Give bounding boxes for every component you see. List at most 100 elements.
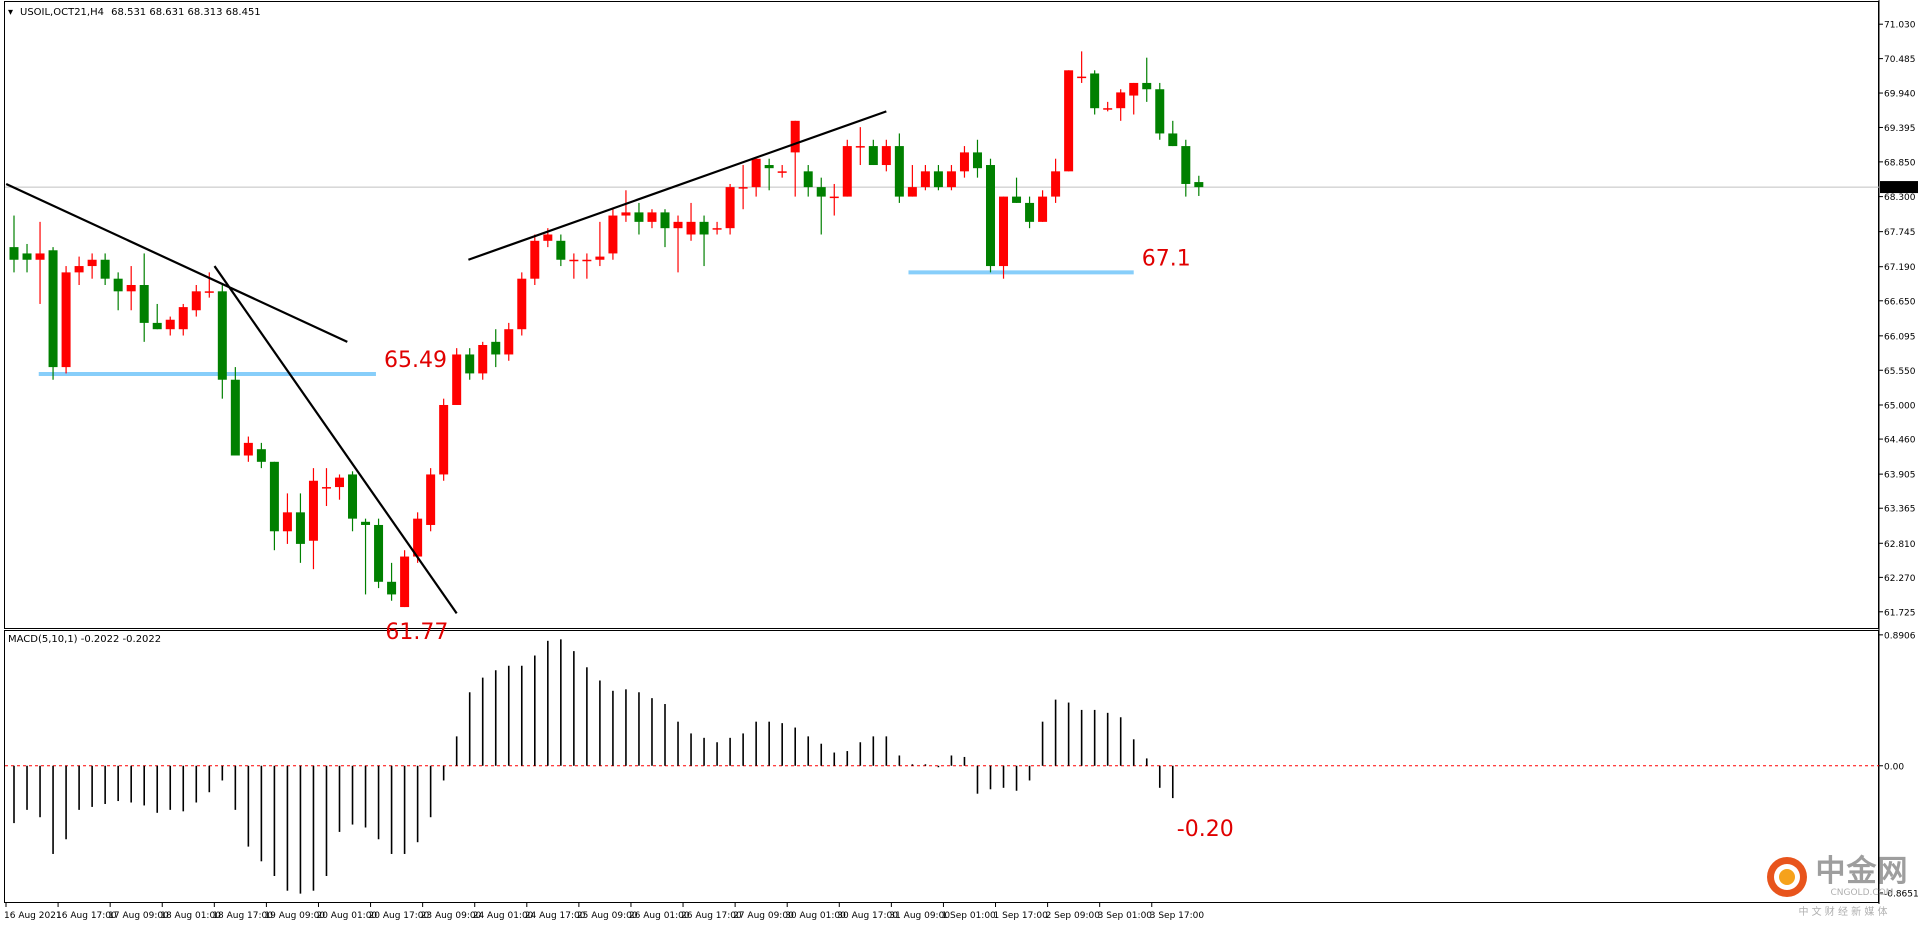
candle-body	[881, 146, 891, 166]
candle-body	[1194, 182, 1204, 188]
candle-body	[556, 240, 566, 260]
time-tick-label: 26 Aug 17:00	[681, 911, 742, 921]
candle-body	[972, 152, 982, 169]
candle-body	[191, 291, 201, 311]
candle-body	[686, 221, 696, 235]
macd-histogram: 0.8906 0.00 -0.8651	[5, 631, 1919, 899]
candle-body	[1090, 73, 1100, 109]
candle-body	[321, 487, 331, 489]
candle-body	[504, 329, 514, 355]
watermark-logo-text: 中金网	[1815, 854, 1909, 889]
candle-body	[673, 221, 683, 229]
candle-body	[48, 250, 58, 368]
candle-body	[699, 221, 709, 235]
trend-line	[468, 110, 887, 261]
ohlc-values: 68.531 68.631 68.313 68.451	[111, 7, 261, 18]
last-price-label: 68.451	[1884, 184, 1916, 194]
time-tick-label: 24 Aug 17:00	[525, 911, 586, 921]
price-tick-label: 62.810	[1884, 540, 1916, 550]
time-tick-label: 16 Aug 2021	[4, 911, 62, 921]
support-levels	[38, 270, 1134, 377]
candle-body	[517, 278, 527, 330]
time-tick-label: 25 Aug 09:00	[577, 911, 638, 921]
price-tick-label: 68.850	[1884, 158, 1916, 168]
candle-body	[1077, 76, 1087, 79]
candle-body	[751, 158, 761, 188]
candle-body	[582, 259, 592, 262]
candle-body	[204, 291, 214, 293]
candle-body	[725, 187, 735, 229]
time-tick-label: 19 Aug 09:00	[264, 911, 325, 921]
candle-body	[634, 212, 644, 222]
trend-line	[5, 182, 348, 343]
macd-tick-label: 0.8906	[1884, 631, 1916, 641]
candle-body	[152, 322, 162, 330]
candle-body	[1012, 196, 1022, 203]
time-tick-label: 16 Aug 17:00	[56, 911, 117, 921]
candle-body	[946, 171, 956, 188]
candle-body	[959, 152, 969, 172]
candle-body	[803, 171, 813, 188]
candle-body	[256, 449, 266, 462]
macd-title: MACD(5,10,1) -0.2022 -0.2022	[8, 634, 161, 645]
candle-body	[361, 521, 371, 525]
candle-body	[9, 247, 19, 260]
last-price-label-bg	[1880, 181, 1918, 194]
candle-body	[335, 477, 344, 488]
candle-body	[126, 285, 136, 292]
time-tick-label: 23 Aug 09:00	[421, 911, 482, 921]
time-tick-label: 30 Aug 17:00	[837, 911, 898, 921]
candle-body	[777, 171, 787, 173]
candle-body	[842, 146, 852, 197]
candle-body	[348, 474, 358, 519]
price-tick-label: 63.905	[1884, 471, 1916, 481]
candle-body	[816, 187, 826, 197]
time-tick-label: 27 Aug 09:00	[733, 911, 794, 921]
candle-body	[308, 480, 318, 541]
candle-body	[1051, 171, 1061, 197]
macd-annotation: -0.20	[1177, 817, 1234, 842]
candle-body	[1103, 108, 1113, 110]
candle-body	[1142, 82, 1152, 90]
price-tick-label: 64.460	[1884, 436, 1916, 446]
candle-body	[790, 120, 800, 153]
price-tick-label: 61.725	[1884, 608, 1916, 618]
price-tick-label: 70.485	[1884, 55, 1916, 65]
candle-body	[61, 272, 71, 368]
time-tick-label: 20 Aug 01:00	[316, 911, 377, 921]
time-tick-label: 1 Sep 01:00	[941, 911, 996, 921]
macd-tick-label: 0.00	[1884, 762, 1904, 772]
watermark-text: 中金网 CNGOLD.COM	[1812, 854, 1912, 899]
candle-body	[1064, 70, 1074, 172]
time-tick-label: 3 Sep 01:00	[1098, 911, 1153, 921]
candle-body	[426, 474, 436, 525]
candle-body	[400, 556, 410, 608]
price-annotation: 61.77	[385, 620, 448, 645]
watermark-logo	[1767, 857, 1807, 897]
candle-body	[829, 196, 839, 199]
price-tick-label: 69.940	[1884, 90, 1916, 100]
annotations: 65.49 67.1 61.77 -0.20	[384, 246, 1234, 842]
candle-body	[1025, 202, 1035, 222]
candle-body	[165, 319, 175, 330]
candle-body	[295, 512, 305, 544]
candle-body	[478, 344, 488, 374]
price-tick-label: 65.000	[1884, 401, 1916, 411]
time-tick-label: 24 Aug 01:00	[473, 911, 534, 921]
candle-body	[1129, 82, 1139, 96]
candle-body	[139, 285, 149, 323]
candle-body	[35, 253, 45, 260]
price-tick-label: 67.745	[1884, 228, 1916, 238]
support-level-label: 65.49	[384, 348, 447, 373]
candle-body	[230, 379, 240, 456]
macd-tick-label: -0.8651	[1884, 889, 1919, 899]
chart-title: USOIL,OCT21,H4 68.531 68.631 68.313 68.4…	[20, 7, 261, 18]
price-tick-label: 67.190	[1884, 263, 1916, 273]
candle-body	[1116, 92, 1126, 109]
candle-body	[243, 442, 253, 456]
price-tick-label: 71.030	[1884, 21, 1916, 31]
time-tick-label: 18 Aug 17:00	[212, 911, 273, 921]
time-tick-label: 30 Aug 01:00	[785, 911, 846, 921]
